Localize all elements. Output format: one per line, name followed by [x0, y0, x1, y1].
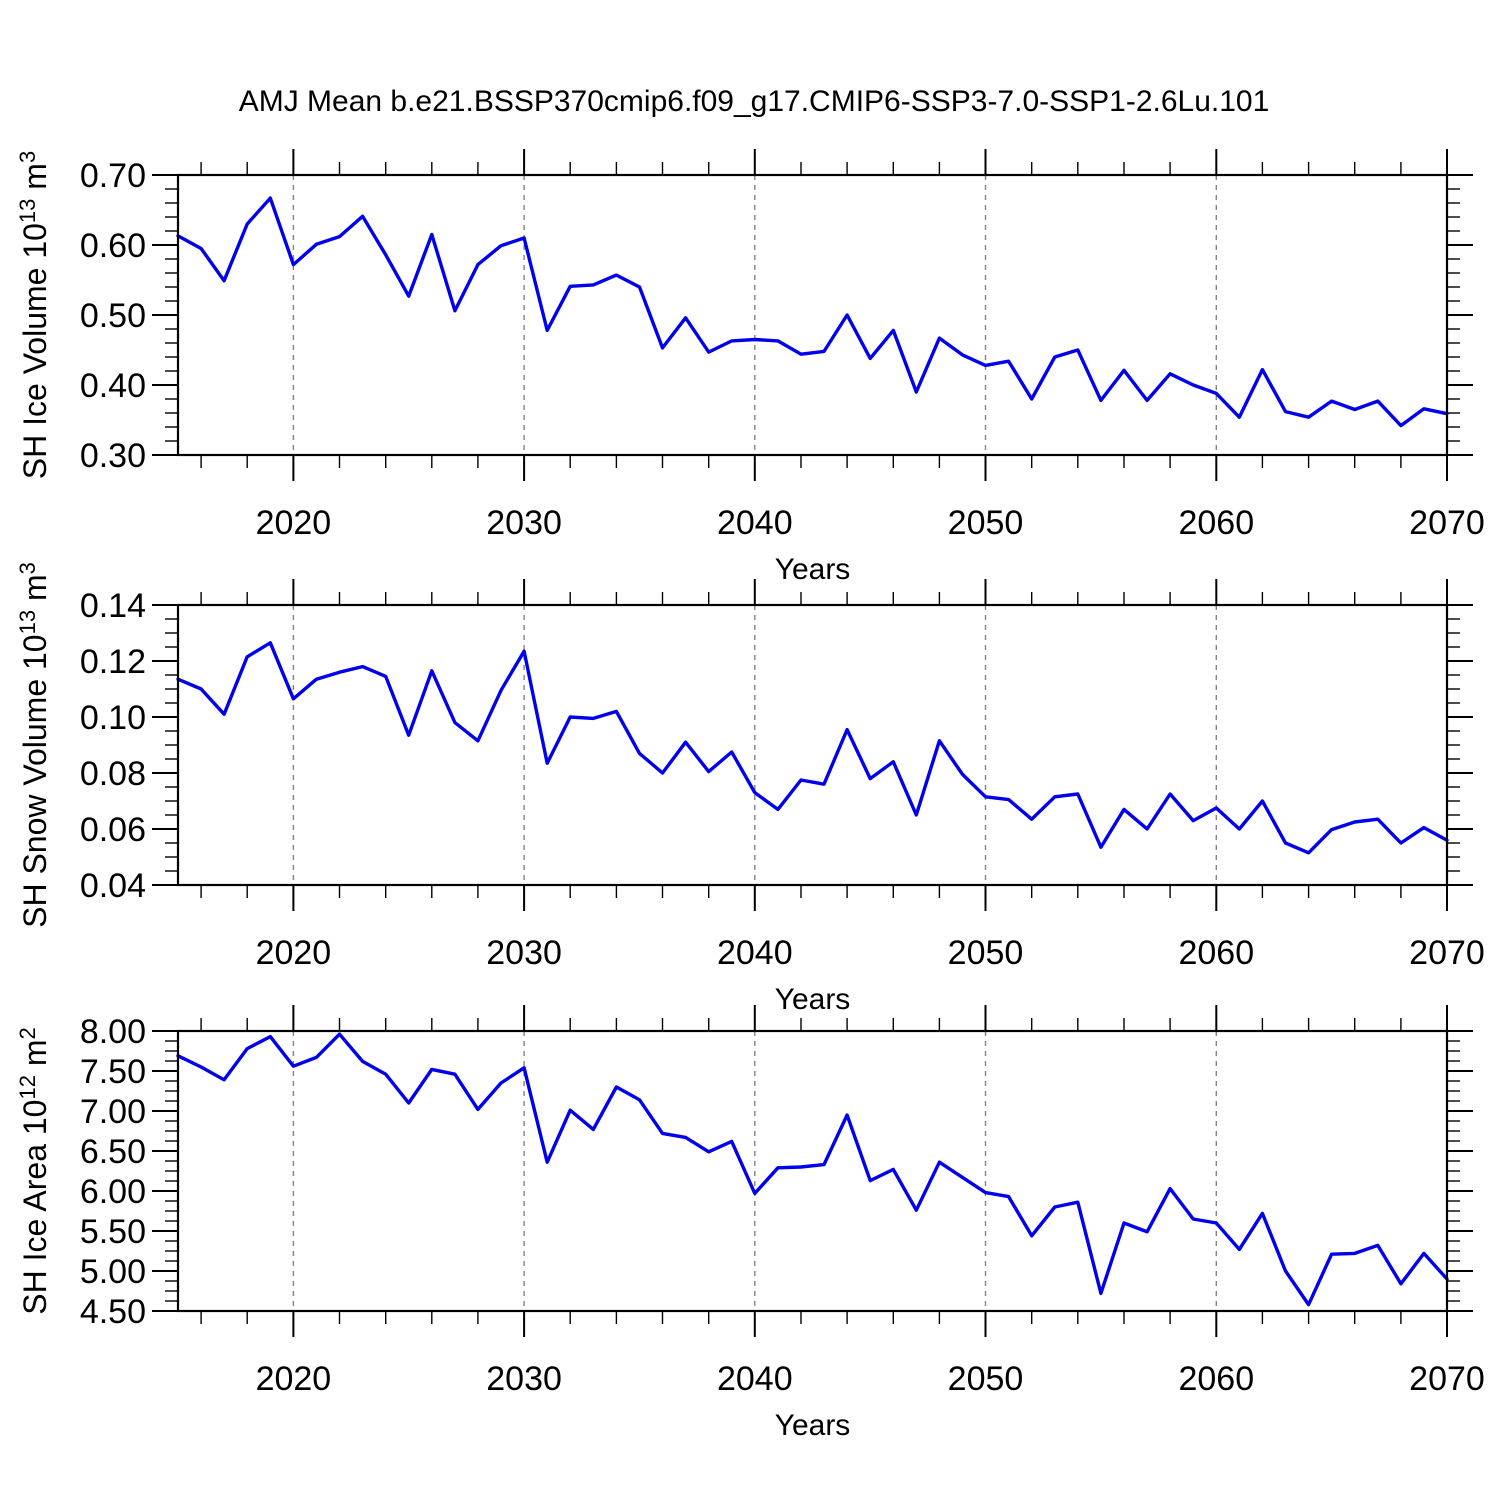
data-series-line — [176, 196, 1449, 428]
x-tick-label: 2070 — [1409, 934, 1485, 972]
y-axis-title-text: SH Ice Area 10 — [17, 1100, 53, 1315]
panel-sh-ice-area: 8.007.507.006.506.005.505.004.50 2020 2030… — [15, 1005, 1485, 1442]
y-tick-label: 5.50 — [80, 1213, 146, 1251]
x-tick-label: 2020 — [256, 934, 332, 972]
x-axis-title: Years — [775, 553, 851, 586]
x-tick-label: 2060 — [1178, 504, 1254, 542]
x-tick-label: 2030 — [486, 1360, 562, 1398]
x-tick-label: 2050 — [948, 934, 1024, 972]
y-tick-label: 6.00 — [80, 1173, 146, 1211]
x-tick-label: 2040 — [717, 1360, 793, 1398]
panels-root: 0.70 0.60 0.50 0.40 0.30 2020 2030 2040 2050 2060… — [15, 149, 1485, 1442]
x-tick-label: 2030 — [486, 934, 562, 972]
y-tick-label: 0.06 — [80, 811, 146, 849]
data-series-line — [176, 1032, 1449, 1307]
y-axis-title-text: m — [17, 1039, 53, 1075]
y-tick-label: 6.50 — [80, 1133, 146, 1171]
y-axis-title: SH Ice Area 1012 m2 — [15, 1027, 53, 1315]
y-tick-label: 0.12 — [80, 643, 146, 681]
x-tick-label: 2050 — [948, 1360, 1024, 1398]
panel-sh-ice-volume: 0.70 0.60 0.50 0.40 0.30 2020 2030 2040 2050 2060… — [15, 149, 1485, 586]
x-tick-label: 2020 — [256, 504, 332, 542]
y-tick-label: 8.00 — [80, 1013, 146, 1051]
data-series-line — [176, 641, 1449, 855]
x-tick-label: 2060 — [1178, 1360, 1254, 1398]
y-tick-label: 0.40 — [80, 367, 146, 405]
y-tick-label: 7.50 — [80, 1053, 146, 1091]
y-axis-title-superscript: 3 — [15, 151, 40, 163]
y-axis-title-text: SH Ice Volume 10 — [17, 223, 53, 479]
y-axis-title-superscript: 3 — [15, 562, 40, 574]
y-axis-title: SH Ice Volume 1013 m3 — [15, 151, 53, 479]
panel-sh-snow-volume: 0.14 0.12 0.10 0.08 0.06 0.04 2020 2030 2040 2050… — [15, 562, 1485, 1016]
y-tick-label: 0.50 — [80, 297, 146, 335]
x-tick-label: 2060 — [1178, 934, 1254, 972]
x-tick-label: 2030 — [486, 504, 562, 542]
y-tick-label: 4.50 — [80, 1293, 146, 1331]
y-tick-label: 0.08 — [80, 755, 146, 793]
y-tick-label: 0.10 — [80, 699, 146, 737]
y-tick-label: 0.30 — [80, 437, 146, 475]
y-axis-title-text: m — [17, 163, 53, 199]
x-tick-label: 2070 — [1409, 504, 1485, 542]
y-axis-title-superscript: 2 — [15, 1027, 40, 1039]
x-tick-label: 2040 — [717, 504, 793, 542]
y-axis-title-text: SH Snow Volume 10 — [17, 634, 53, 928]
y-tick-label: 0.04 — [80, 867, 146, 905]
y-tick-label: 0.14 — [80, 587, 146, 625]
figure-title: AMJ Mean b.e21.BSSP370cmip6.f09_g17.CMIP… — [239, 85, 1270, 118]
y-tick-label: 7.00 — [80, 1093, 146, 1131]
x-axis-title: Years — [775, 1409, 851, 1442]
y-axis-title-superscript: 13 — [15, 199, 40, 223]
x-tick-label: 2070 — [1409, 1360, 1485, 1398]
y-tick-label: 5.00 — [80, 1253, 146, 1291]
x-tick-label: 2040 — [717, 934, 793, 972]
x-tick-label: 2050 — [948, 504, 1024, 542]
y-tick-label: 0.60 — [80, 227, 146, 265]
y-tick-label: 0.70 — [80, 157, 146, 195]
y-axis-title-superscript: 12 — [15, 1075, 40, 1099]
x-tick-label: 2020 — [256, 1360, 332, 1398]
y-axis-title: SH Snow Volume 1013 m3 — [15, 562, 53, 928]
x-axis-title: Years — [775, 983, 851, 1016]
y-axis-title-text: m — [17, 574, 53, 610]
y-axis-title-superscript: 13 — [15, 610, 40, 634]
